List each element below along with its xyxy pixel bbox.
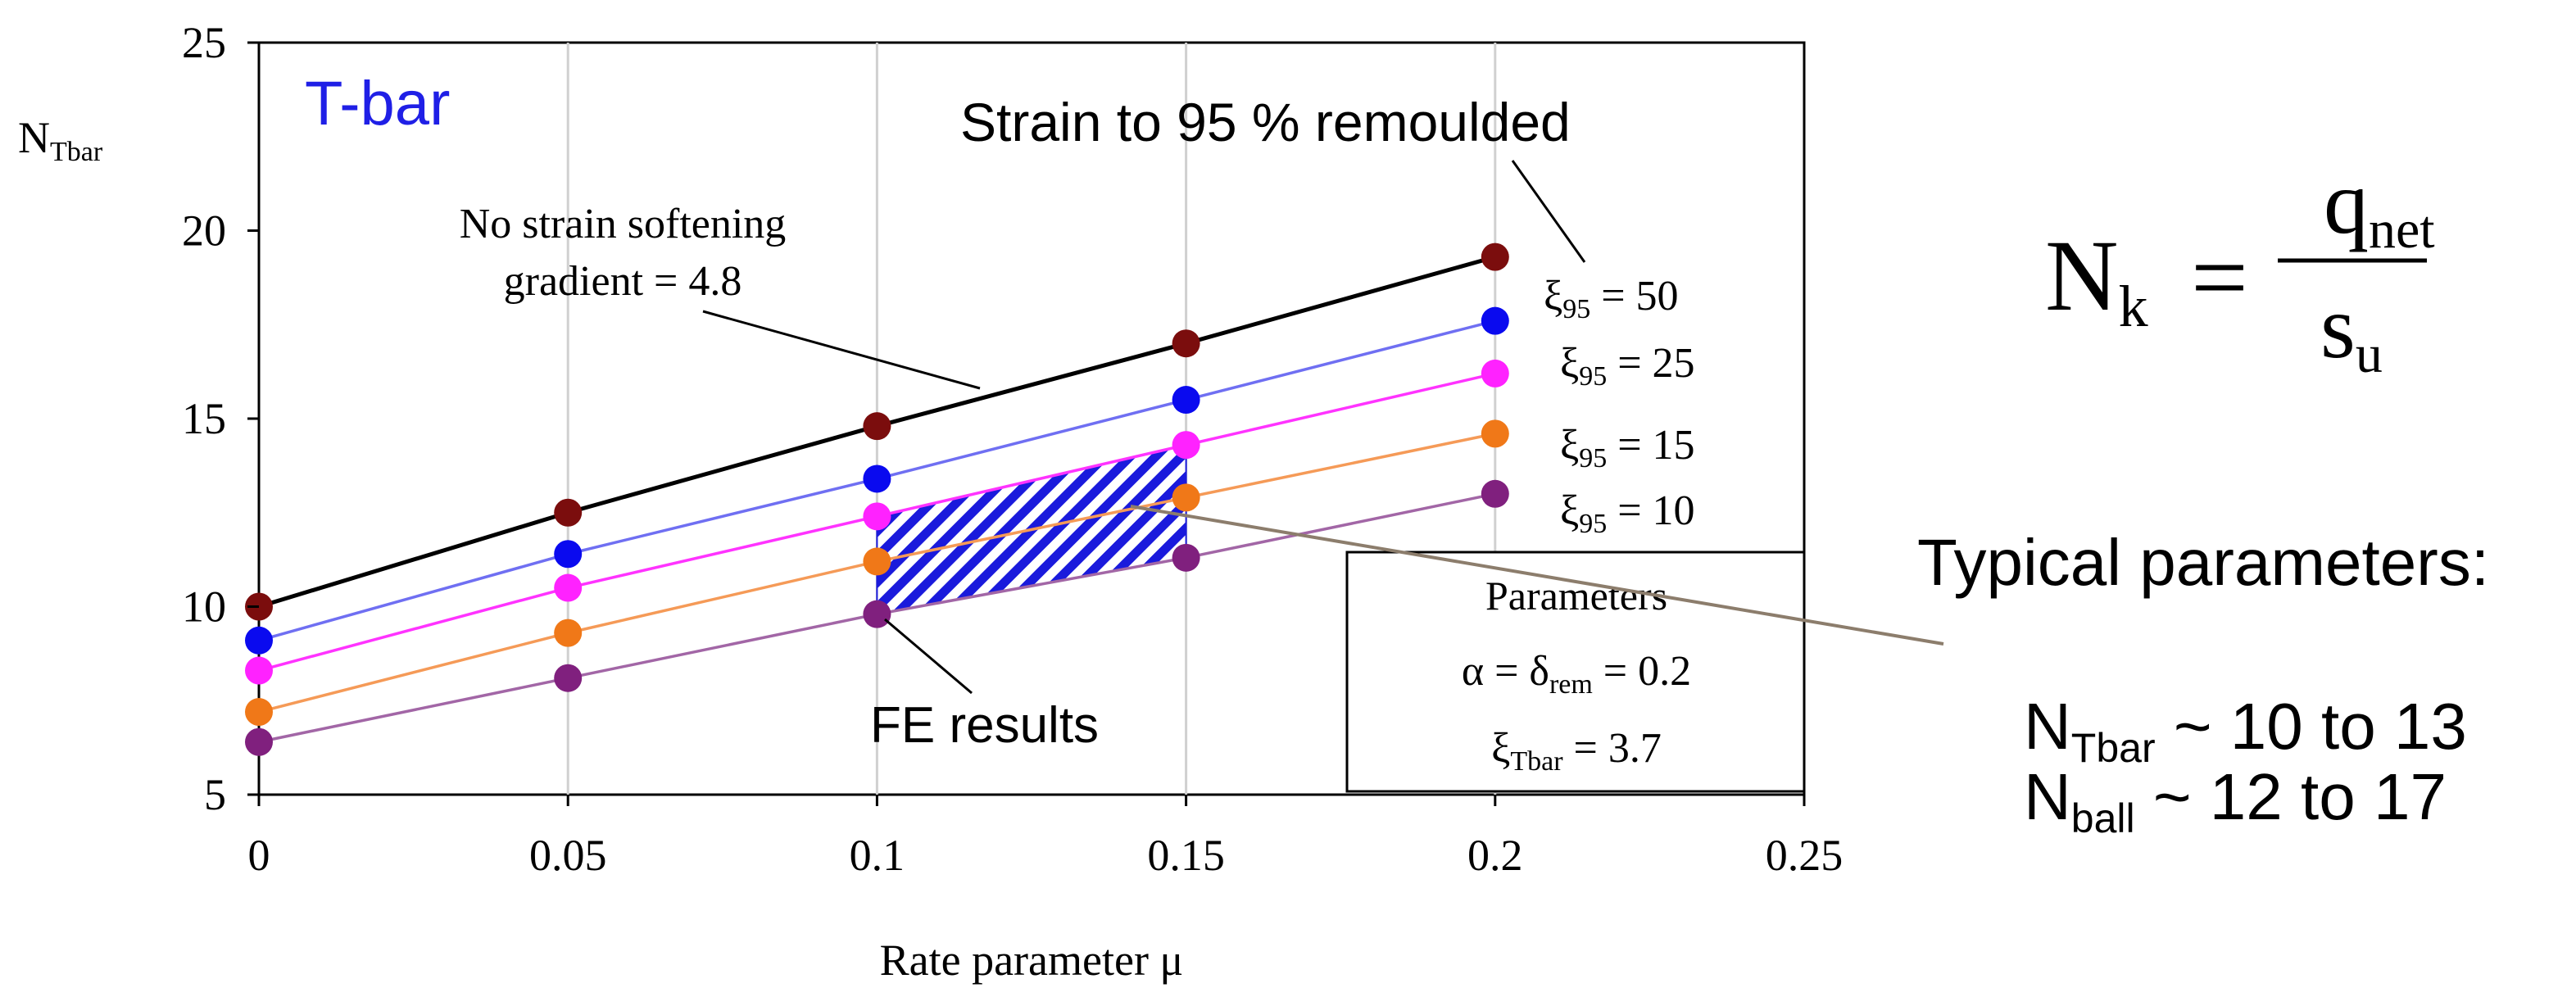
formula-equals: = [2191,221,2248,333]
annotation-no-softening-line2: gradient = 4.8 [504,258,742,305]
parameters-box [1345,551,1806,793]
typical-ntbar: NTbar ~ 10 to 13 [2024,690,2467,771]
chart-title: T-bar [305,69,450,138]
series-0-point-1 [554,498,583,527]
axis-ticks: 0 0.05 0.1 0.15 0.2 0.25 5 10 15 20 25 [182,18,1843,880]
y-axis-label: NTbar [18,113,103,167]
formula-lhs: Nk [2045,220,2148,339]
series-1-point-1 [554,540,583,569]
x-tick-label-2: 0.1 [850,831,905,880]
series-4-point-1 [554,664,583,692]
series-0-point-2 [863,412,891,441]
series-2-point-3 [1172,431,1200,460]
x-tick-label-5: 0.25 [1766,831,1844,880]
series-1-point-4 [1481,306,1509,335]
annotation-no-softening-line1: No strain softening [460,201,787,247]
series-1-point-2 [863,464,891,493]
series-3-point-2 [863,547,891,576]
typical-nball: Nball ~ 12 to 17 [2024,760,2447,841]
x-tick-label-3: 0.15 [1147,831,1225,880]
annotation-strain-pointer [1511,160,1586,263]
annotation-strain: Strain to 95 % remoulded [960,92,1571,152]
series-1-point-3 [1172,386,1200,415]
y-tick-label-0: 5 [204,770,226,819]
series-3-point-0 [245,698,273,727]
x-tick-label-1: 0.05 [529,831,607,880]
y-tick-label-1: 10 [182,582,226,632]
parameters-title: Parameters [1485,573,1667,619]
series-2-point-4 [1481,359,1509,387]
series-4-point-0 [245,727,273,756]
formula-denominator: su [2320,277,2383,384]
series-4-point-2 [863,600,891,628]
series-0-point-3 [1172,329,1200,358]
typical-parameters-pointer [1130,505,1944,646]
series-4-point-3 [1172,543,1200,572]
curve-label-xi50: ξ95 = 50 [1544,273,1679,324]
y-tick-label-4: 25 [182,18,226,67]
y-tick-label-3: 20 [182,206,226,256]
formula-nk: Nk = qnet su [2045,152,2435,384]
curve-label-xi10: ξ95 = 10 [1560,487,1695,539]
series-3-point-4 [1481,419,1509,448]
series-2-point-0 [245,656,273,685]
annotation-fe-results: FE results [870,697,1099,754]
series-4-point-4 [1481,479,1509,508]
curve-label-xi15: ξ95 = 15 [1560,422,1695,474]
series-3-point-1 [554,619,583,647]
series-0-point-4 [1481,242,1509,271]
series-lines [245,242,1509,756]
series-2-point-1 [554,573,583,602]
series-3-point-3 [1172,483,1200,512]
parameters-xi: ξTbar = 3.7 [1491,725,1662,777]
series-1-point-0 [245,626,273,655]
x-tick-label-4: 0.2 [1467,831,1523,880]
annotation-no-softening-pointer [702,310,981,390]
y-tick-label-2: 15 [182,394,226,443]
formula-numerator: qnet [2324,152,2435,260]
parameters-alpha: α = δrem = 0.2 [1462,648,1691,700]
x-axis-label: Rate parameter μ [880,936,1184,985]
typical-parameters-title: Typical parameters: [1917,526,2489,599]
annotation-fe-pointer [884,618,973,695]
series-2-point-2 [863,502,891,531]
x-tick-label-0: 0 [248,831,270,880]
curve-label-xi25: ξ95 = 25 [1560,340,1695,392]
